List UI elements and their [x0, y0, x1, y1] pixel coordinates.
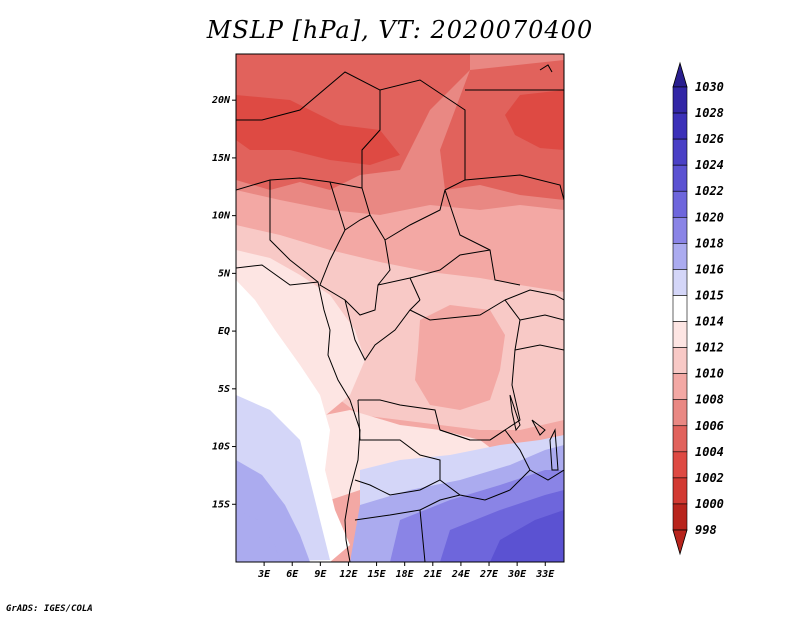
lon-tick-label: 30E — [507, 569, 527, 580]
lake-outline — [509, 394, 559, 471]
lat-tick-label: 10S — [212, 442, 230, 453]
field-1008-basin — [415, 305, 505, 410]
colorbar-segment — [672, 373, 688, 401]
colorbar-segment — [672, 321, 688, 348]
map-frame — [235, 53, 565, 563]
colorbar-label: 1000 — [695, 497, 724, 511]
colorbar-segment — [672, 295, 688, 322]
colorbar-label: 1026 — [695, 132, 724, 146]
lon-tick-label: 15E — [368, 569, 387, 580]
lon-tick-label: 33E — [535, 569, 555, 580]
colorbar-label: 1024 — [695, 158, 724, 172]
longitude-axis: 3E 6E 9E 12E 15E 18E 21E 24E 27E 30E 33E — [257, 562, 555, 580]
lat-tick-label: EQ — [218, 326, 230, 337]
colorbar-label: 1002 — [695, 471, 724, 485]
lat-tick-label: 20N — [211, 95, 231, 106]
border-east — [504, 289, 564, 481]
colorbar-label: 1014 — [695, 315, 724, 329]
colorbar-bottom-triangle — [672, 529, 688, 556]
lat-tick-label: 15N — [212, 153, 231, 164]
colorbar-label: 1006 — [695, 419, 724, 433]
lat-tick-label: 15S — [212, 499, 230, 510]
colorbar-label: 1010 — [695, 367, 724, 381]
colorbar-label: 1030 — [695, 80, 724, 94]
colorbar-label: 1020 — [695, 210, 724, 224]
colorbar-label: 1012 — [695, 341, 724, 355]
field-1022-zone — [490, 510, 564, 562]
colorbar-label: 1028 — [695, 106, 724, 120]
border-nigeria — [269, 180, 371, 283]
colorbar-segment — [672, 477, 688, 505]
border-zambia — [439, 429, 531, 501]
lon-tick-label: 12E — [339, 569, 358, 580]
colorbar-segment — [672, 399, 688, 427]
border-chad — [361, 79, 466, 241]
border-cameroon — [319, 229, 391, 316]
colorbar-segment — [672, 86, 688, 114]
colorbar-segment — [672, 269, 688, 296]
colorbar-segment — [672, 190, 688, 218]
lon-tick-label: 24E — [451, 569, 471, 580]
lon-tick-label: 18E — [396, 569, 415, 580]
colorbar-label: 1016 — [695, 262, 724, 276]
colorbar-segment — [672, 243, 688, 270]
colorbar-segment — [672, 138, 688, 166]
colorbar-segment — [672, 216, 688, 244]
lat-tick-label: 5S — [218, 384, 230, 395]
lon-tick-label: 3E — [257, 569, 271, 580]
colorbar-top-triangle — [672, 61, 688, 88]
border-namibia-botswana — [354, 494, 461, 562]
latitude-axis: 20N 15N 10N 5N EQ 5S 10S 15S — [211, 95, 236, 510]
colorbar-label: 1015 — [695, 288, 724, 302]
lon-tick-label: 27E — [479, 569, 499, 580]
colorbar-label: 1018 — [695, 236, 724, 250]
field-1002-west — [236, 95, 400, 165]
field-1016-southwest — [236, 510, 280, 562]
border-car — [377, 249, 491, 301]
lon-tick-label: 6E — [286, 569, 299, 580]
colorbar-segment — [672, 347, 688, 374]
field-1004-zone — [236, 54, 470, 190]
field-1002-east — [505, 90, 564, 150]
map-title: MSLP [hPa], VT: 2020070400 — [206, 16, 594, 44]
border-angola — [354, 399, 441, 496]
grads-credit: GrADS: IGES/COLA — [6, 604, 93, 614]
country-borders — [236, 64, 564, 562]
lat-tick-label: 5N — [218, 268, 231, 279]
colorbar-segment — [672, 503, 688, 531]
border-niger — [236, 71, 381, 191]
colorbar-segment — [672, 164, 688, 192]
colorbar-segment — [672, 451, 688, 479]
coastline — [236, 264, 361, 562]
field-1012-south — [300, 410, 500, 500]
colorbar-label: 998 — [695, 523, 717, 537]
pressure-field — [236, 54, 564, 562]
field-1008-belt — [236, 190, 564, 300]
colorbar-segment — [672, 112, 688, 140]
colorbar-label: 1022 — [695, 184, 724, 198]
colorbar-segment — [672, 425, 688, 453]
colorbar-label: 1008 — [695, 393, 724, 407]
lat-tick-label: 10N — [212, 211, 231, 222]
colorbar: 1030 1028 1026 1024 1022 1020 1018 1016 1015 1014… — [672, 61, 724, 556]
nile-valley — [539, 64, 553, 73]
border-drc — [358, 299, 521, 441]
colorbar-label: 1004 — [695, 445, 724, 459]
lon-tick-label: 21E — [423, 569, 443, 580]
lon-tick-label: 9E — [314, 569, 327, 580]
